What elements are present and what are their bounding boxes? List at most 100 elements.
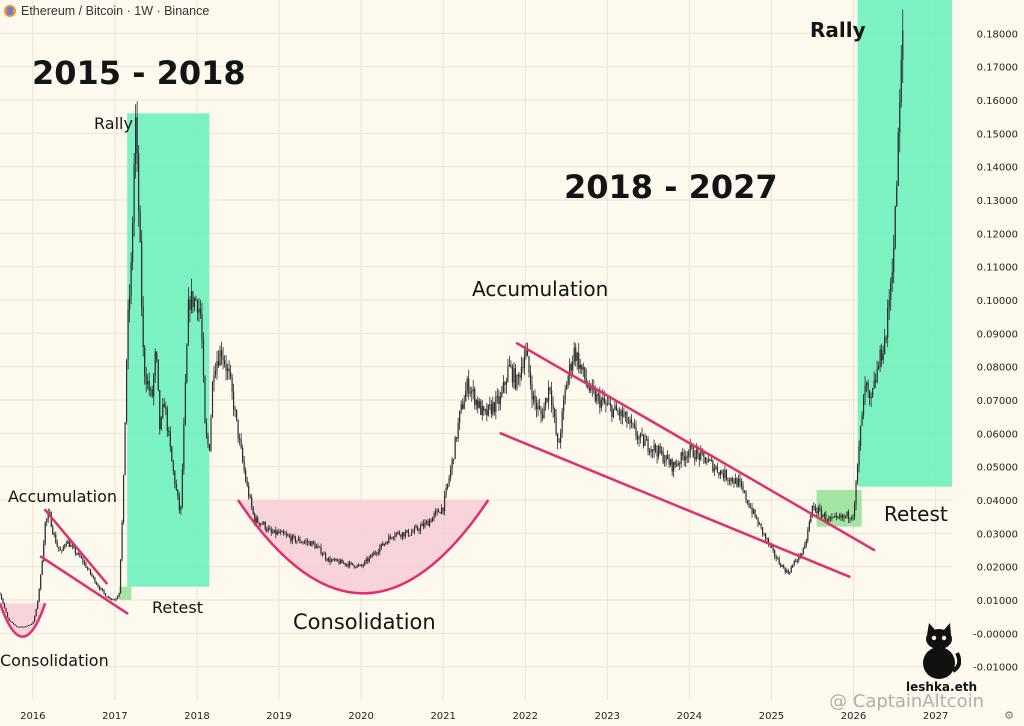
- candle-body: [243, 460, 245, 471]
- candle-body: [371, 554, 373, 556]
- candle-body: [32, 621, 34, 624]
- candle-body: [864, 385, 866, 396]
- candle-body: [95, 582, 98, 585]
- y-tick-label-12: 0.11000: [977, 263, 1018, 274]
- accumulation-upper-1: [43, 508, 108, 585]
- candle-body: [748, 503, 750, 508]
- candle-body: [403, 532, 405, 537]
- candle-body: [636, 436, 639, 440]
- candle-body: [798, 554, 800, 561]
- candle-body: [263, 522, 265, 524]
- candle-body: [504, 382, 506, 385]
- price-series[interactable]: [0, 9, 904, 628]
- candle-body: [538, 406, 541, 410]
- candle-body: [437, 510, 440, 513]
- candle-body: [388, 536, 390, 544]
- settings-icon[interactable]: ⚙: [1004, 709, 1014, 722]
- candle-body: [832, 516, 835, 518]
- candle-body: [346, 564, 348, 566]
- candle-body: [670, 459, 672, 465]
- candle-body: [55, 534, 57, 543]
- y-tick-label-1: -0.00000: [973, 629, 1018, 640]
- candle-body: [517, 375, 520, 377]
- candle-body: [707, 459, 709, 463]
- candle-body: [718, 472, 720, 476]
- candle-body: [448, 477, 450, 484]
- candle-body: [112, 599, 114, 601]
- y-tick-label-14: 0.13000: [977, 196, 1018, 207]
- candle-body: [596, 394, 598, 401]
- candle-body: [749, 507, 752, 509]
- candle-body: [61, 550, 63, 552]
- candle-body: [813, 505, 815, 507]
- candle-body: [104, 593, 107, 597]
- candle-body: [177, 489, 179, 497]
- candle-body: [894, 206, 896, 248]
- candle-body: [233, 391, 235, 411]
- candle-body: [549, 387, 551, 391]
- candle-body: [859, 425, 862, 447]
- candle-body: [535, 402, 538, 410]
- candle-body: [109, 597, 111, 599]
- candle-body: [765, 533, 767, 539]
- candle-body: [447, 483, 449, 488]
- candle-body: [76, 553, 78, 555]
- candle-body: [234, 409, 236, 411]
- candle-body: [323, 553, 325, 555]
- candle-body: [258, 522, 260, 525]
- candle-body: [213, 374, 215, 383]
- candle-body: [275, 529, 277, 535]
- candle-body: [638, 437, 640, 440]
- candle-body: [766, 538, 768, 540]
- candle-body: [875, 380, 877, 382]
- candle-body: [763, 533, 765, 535]
- candle-body: [600, 400, 602, 408]
- candle-body: [692, 446, 694, 458]
- candle-body: [605, 402, 607, 405]
- period-label-2018-2027: 2018 - 2027: [564, 168, 778, 206]
- candle-body: [257, 517, 259, 523]
- candle-body: [768, 539, 770, 545]
- candle-body: [837, 516, 839, 518]
- candle-body: [391, 537, 393, 539]
- candle-body: [210, 417, 212, 451]
- candle-body: [745, 491, 747, 501]
- candle-body: [228, 368, 230, 372]
- candle-body: [576, 352, 578, 361]
- candle-body: [594, 390, 596, 401]
- candle-body: [807, 530, 809, 541]
- candle-body: [416, 526, 419, 530]
- candle-body: [677, 463, 679, 466]
- y-tick-label-5: 0.04000: [977, 496, 1018, 507]
- candle-body: [869, 390, 871, 399]
- candle-body: [195, 298, 197, 301]
- candle-body: [64, 544, 66, 548]
- candle-body: [0, 593, 1, 595]
- candle-body: [529, 372, 532, 385]
- candle-body: [181, 468, 183, 507]
- candle-body: [211, 382, 214, 418]
- candle-body: [811, 505, 813, 515]
- candle-body: [321, 553, 324, 555]
- candle-body: [774, 550, 776, 557]
- candle-body: [459, 411, 461, 423]
- candle-body: [698, 453, 700, 460]
- candle-body: [169, 431, 171, 447]
- candle-body: [789, 572, 791, 574]
- candle-body: [296, 540, 298, 542]
- candle-body: [656, 450, 658, 457]
- candle-body: [569, 363, 571, 376]
- candle-body: [94, 577, 96, 583]
- candle-body: [844, 515, 847, 517]
- candle-body: [632, 423, 634, 425]
- candle-body: [520, 367, 523, 378]
- candle-body: [736, 478, 738, 487]
- candle-body: [805, 540, 807, 545]
- candle-body: [98, 586, 101, 590]
- candle-body: [425, 521, 428, 523]
- candle-body: [409, 535, 411, 537]
- candle-body: [308, 541, 310, 543]
- retest-label-1: Retest: [152, 598, 203, 617]
- accumulation-label-1: Accumulation: [8, 487, 118, 506]
